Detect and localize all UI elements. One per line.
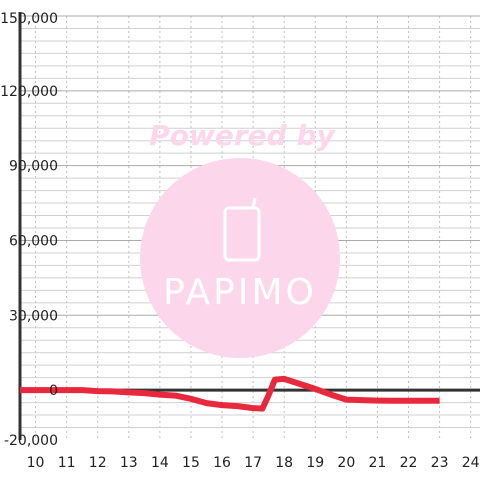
x-tick-label: 23 [431, 455, 449, 471]
x-tick-label: 15 [182, 455, 200, 471]
y-tick-label: 30,000 [9, 308, 58, 324]
x-tick-label: 20 [337, 455, 355, 471]
y-tick-label: 120,000 [0, 84, 58, 100]
x-tick-label: 18 [275, 455, 293, 471]
powered-by-text: Powered by [149, 119, 336, 152]
x-tick-label: 10 [27, 455, 45, 471]
phone-icon [223, 197, 261, 262]
x-tick-label: 21 [369, 455, 387, 471]
powered-by-watermark: Powered by PAPIMO [140, 119, 340, 358]
x-tick-label: 14 [151, 455, 169, 471]
papimo-logo-text: PAPIMO [163, 272, 317, 313]
papimo-logo-circle [140, 158, 340, 358]
series-layer [19, 375, 440, 412]
x-tick-label: 12 [89, 455, 107, 471]
x-tick-label: 16 [213, 455, 231, 471]
x-tick-label: 24 [462, 455, 480, 471]
y-tick-label: -20,000 [4, 433, 58, 449]
x-tick-label: 17 [244, 455, 262, 471]
x-tick-label: 13 [120, 455, 138, 471]
x-tick-label: 22 [400, 455, 418, 471]
x-tick-label: 11 [58, 455, 76, 471]
y-tick-label: 0 [49, 383, 58, 399]
y-tick-label: 60,000 [9, 233, 58, 249]
y-axis-ticks: -20,000 0 30,000 60,000 90,000 120,000 150,000 [0, 11, 58, 449]
y-tick-label: 150,000 [0, 11, 58, 27]
y-tick-label: 90,000 [9, 159, 58, 175]
x-axis-ticks: 10 11 12 13 14 15 16 17 18 19 20 21 22 23 24 [27, 455, 480, 471]
x-tick-label: 19 [306, 455, 324, 471]
